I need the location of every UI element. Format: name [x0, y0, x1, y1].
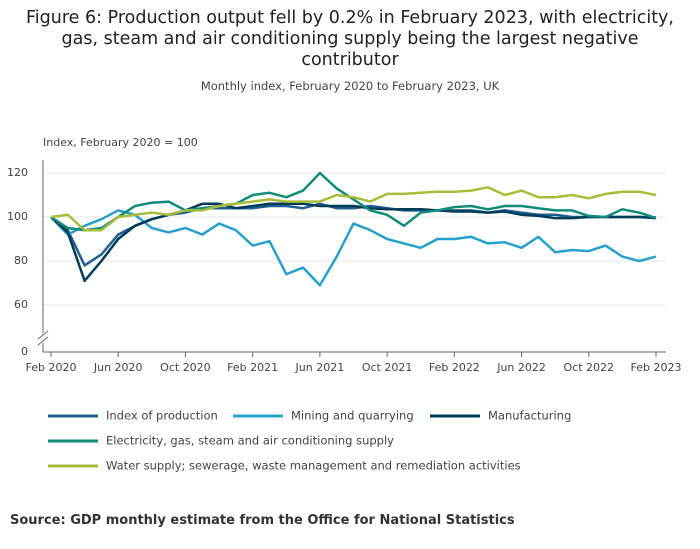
x-tick-label: Oct 2021	[362, 361, 413, 374]
x-tick-label: Jun 2022	[496, 361, 546, 374]
y-tick-label: 60	[14, 298, 28, 311]
legend-label: Manufacturing	[488, 409, 571, 423]
x-tick-label: Feb 2021	[227, 361, 278, 374]
legend-label: Index of production	[106, 409, 218, 423]
chart-subtitle: Monthly index, February 2020 to February…	[200, 79, 500, 93]
x-tick-label: Oct 2020	[160, 361, 211, 374]
y-axis-label: Index, February 2020 = 100	[43, 136, 198, 149]
y-tick-label: 80	[14, 254, 28, 267]
series-line	[50, 186, 657, 232]
x-tick-label: Oct 2022	[564, 361, 615, 374]
series-line	[50, 209, 657, 287]
x-tick-label: Feb 2023	[631, 361, 682, 374]
y-axis-line	[37, 160, 49, 352]
legend-label: Water supply; sewerage, waste management…	[106, 459, 521, 473]
y-tick-label: 0	[21, 345, 28, 358]
x-tick-label: Feb 2020	[26, 361, 77, 374]
x-tick-label: Jun 2021	[295, 361, 345, 374]
source-note: Source: GDP monthly estimate from the Of…	[10, 513, 515, 528]
legend-label: Mining and quarrying	[291, 409, 414, 423]
legend-label: Electricity, gas, steam and air conditio…	[106, 434, 394, 448]
chart-title: Figure 6: Production output fell by 0.2%…	[26, 8, 674, 70]
series-line	[50, 202, 657, 283]
series-line	[50, 171, 657, 232]
y-tick-label: 120	[7, 166, 28, 179]
x-tick-label: Jun 2020	[93, 361, 143, 374]
y-tick-label: 100	[7, 210, 28, 223]
x-tick-label: Feb 2022	[429, 361, 480, 374]
